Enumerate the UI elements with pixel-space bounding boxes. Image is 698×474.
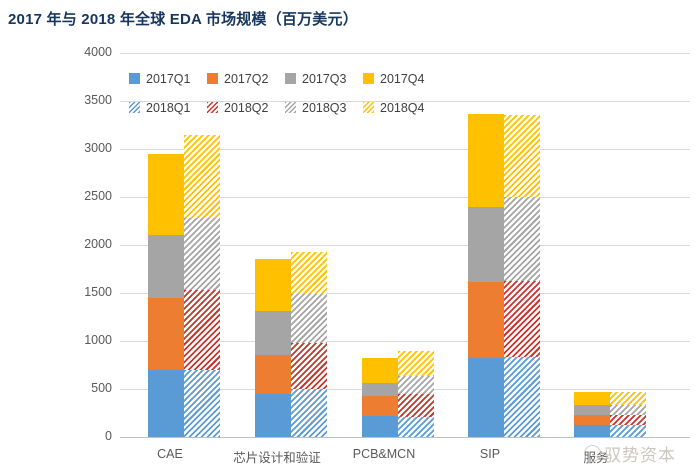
bar-segment-服务-2017Q1 xyxy=(574,425,610,437)
gridline-1000 xyxy=(120,340,690,342)
chart-legend: 2017Q1 2017Q2 2017Q3 2017Q4 2018Q1 2018Q2 2018… xyxy=(129,64,441,122)
bar-segment-服务-2017Q2 xyxy=(574,415,610,426)
bar-segment-PCB&MCN-2017Q3 xyxy=(362,383,398,397)
bar-segment-CAE-2018Q2 xyxy=(184,290,220,370)
bar-segment-SIP-2017Q4 xyxy=(468,114,504,207)
gridline-3500 xyxy=(120,100,690,102)
y-tick-label-3000: 3000 xyxy=(84,141,112,155)
legend-row-2: 2018Q1 2018Q2 2018Q3 2018Q4 xyxy=(129,93,441,122)
bar-segment-SIP-2018Q4 xyxy=(504,115,540,197)
bar-segment-SIP-2018Q1 xyxy=(504,357,540,437)
bar-segment-服务-2018Q4 xyxy=(610,391,646,406)
y-tick-label-2500: 2500 xyxy=(84,189,112,203)
legend-label-2017Q4: 2017Q4 xyxy=(380,71,425,86)
gridline-4000 xyxy=(120,52,690,54)
bar-segment-芯片设计和验证-2018Q4 xyxy=(291,252,327,294)
bar-segment-服务-2018Q3 xyxy=(610,405,646,416)
legend-row-1: 2017Q1 2017Q2 2017Q3 2017Q4 xyxy=(129,64,441,93)
bar-segment-服务-2018Q1 xyxy=(610,425,646,437)
bar-segment-PCB&MCN-2018Q4 xyxy=(398,350,434,376)
y-tick-label-3500: 3500 xyxy=(84,93,112,107)
bar-segment-PCB&MCN-2017Q2 xyxy=(362,396,398,417)
y-tick-label-1500: 1500 xyxy=(84,285,112,299)
bar-segment-CAE-2017Q2 xyxy=(148,297,184,370)
legend-swatch-2018Q2 xyxy=(207,102,218,113)
legend-label-2018Q3: 2018Q3 xyxy=(302,100,347,115)
legend-item-2017Q4: 2017Q4 xyxy=(363,72,441,86)
legend-item-2017Q2: 2017Q2 xyxy=(207,72,285,86)
bar-segment-服务-2017Q3 xyxy=(574,405,610,416)
legend-swatch-2017Q2 xyxy=(207,73,218,84)
legend-label-2018Q1: 2018Q1 xyxy=(146,100,191,115)
legend-item-2017Q3: 2017Q3 xyxy=(285,72,363,86)
y-tick-label-2000: 2000 xyxy=(84,237,112,251)
bar-segment-服务-2018Q2 xyxy=(610,415,646,426)
bar-segment-PCB&MCN-2017Q4 xyxy=(362,358,398,384)
bar-segment-芯片设计和验证-2017Q4 xyxy=(255,258,291,311)
legend-swatch-2017Q1 xyxy=(129,73,140,84)
bar-segment-芯片设计和验证-2018Q3 xyxy=(291,293,327,343)
legend-label-2018Q2: 2018Q2 xyxy=(224,100,269,115)
bar-segment-PCB&MCN-2018Q2 xyxy=(398,393,434,417)
legend-item-2018Q2: 2018Q2 xyxy=(207,101,285,115)
legend-swatch-2017Q3 xyxy=(285,73,296,84)
bar-segment-CAE-2017Q1 xyxy=(148,369,184,437)
bar-segment-服务-2017Q4 xyxy=(574,391,610,406)
bar-segment-芯片设计和验证-2018Q2 xyxy=(291,342,327,389)
gridline-2000 xyxy=(120,244,690,246)
bar-segment-CAE-2018Q3 xyxy=(184,218,220,291)
x-axis-label-4: SIP xyxy=(479,447,501,461)
bar-segment-PCB&MCN-2018Q1 xyxy=(398,416,434,437)
y-tick-label-1000: 1000 xyxy=(84,333,112,347)
gridline-3000 xyxy=(120,148,690,150)
gridline-2500 xyxy=(120,196,690,198)
legend-label-2018Q4: 2018Q4 xyxy=(380,100,425,115)
chart-title: 2017 年与 2018 年全球 EDA 市场规模（百万美元） xyxy=(8,11,358,28)
bar-segment-CAE-2018Q4 xyxy=(184,134,220,219)
bar-segment-CAE-2017Q4 xyxy=(148,153,184,236)
bar-segment-芯片设计和验证-2017Q1 xyxy=(255,393,291,437)
x-axis-label-5: 服务 xyxy=(583,451,609,465)
legend-item-2018Q4: 2018Q4 xyxy=(363,101,441,115)
legend-item-2018Q3: 2018Q3 xyxy=(285,101,363,115)
x-axis-label-2: 芯片设计和验证 xyxy=(233,451,321,465)
x-axis-label-3: PCB&MCN xyxy=(352,447,416,461)
gridline-1500 xyxy=(120,292,690,294)
y-tick-label-0: 0 xyxy=(105,429,112,443)
legend-label-2017Q2: 2017Q2 xyxy=(224,71,269,86)
legend-label-2017Q1: 2017Q1 xyxy=(146,71,191,86)
y-tick-label-500: 500 xyxy=(91,381,112,395)
gridline-0 xyxy=(120,436,690,438)
y-tick-label-4000: 4000 xyxy=(84,45,112,59)
x-axis-label-1: CAE xyxy=(157,447,183,461)
bar-segment-PCB&MCN-2017Q1 xyxy=(362,416,398,437)
bar-segment-CAE-2017Q3 xyxy=(148,235,184,298)
legend-item-2017Q1: 2017Q1 xyxy=(129,72,207,86)
bar-segment-PCB&MCN-2018Q3 xyxy=(398,375,434,394)
legend-swatch-2018Q4 xyxy=(363,102,374,113)
bar-segment-SIP-2018Q3 xyxy=(504,197,540,282)
legend-label-2017Q3: 2017Q3 xyxy=(302,71,347,86)
legend-swatch-2018Q3 xyxy=(285,102,296,113)
bar-segment-芯片设计和验证-2017Q2 xyxy=(255,354,291,394)
legend-swatch-2018Q1 xyxy=(129,102,140,113)
bar-segment-芯片设计和验证-2018Q1 xyxy=(291,389,327,437)
bar-segment-SIP-2018Q2 xyxy=(504,281,540,358)
bar-segment-芯片设计和验证-2017Q3 xyxy=(255,310,291,355)
bar-segment-SIP-2017Q2 xyxy=(468,282,504,359)
bar-segment-CAE-2018Q1 xyxy=(184,369,220,437)
legend-item-2018Q1: 2018Q1 xyxy=(129,101,207,115)
legend-swatch-2017Q4 xyxy=(363,73,374,84)
bar-segment-SIP-2017Q3 xyxy=(468,206,504,283)
bar-segment-SIP-2017Q1 xyxy=(468,358,504,437)
